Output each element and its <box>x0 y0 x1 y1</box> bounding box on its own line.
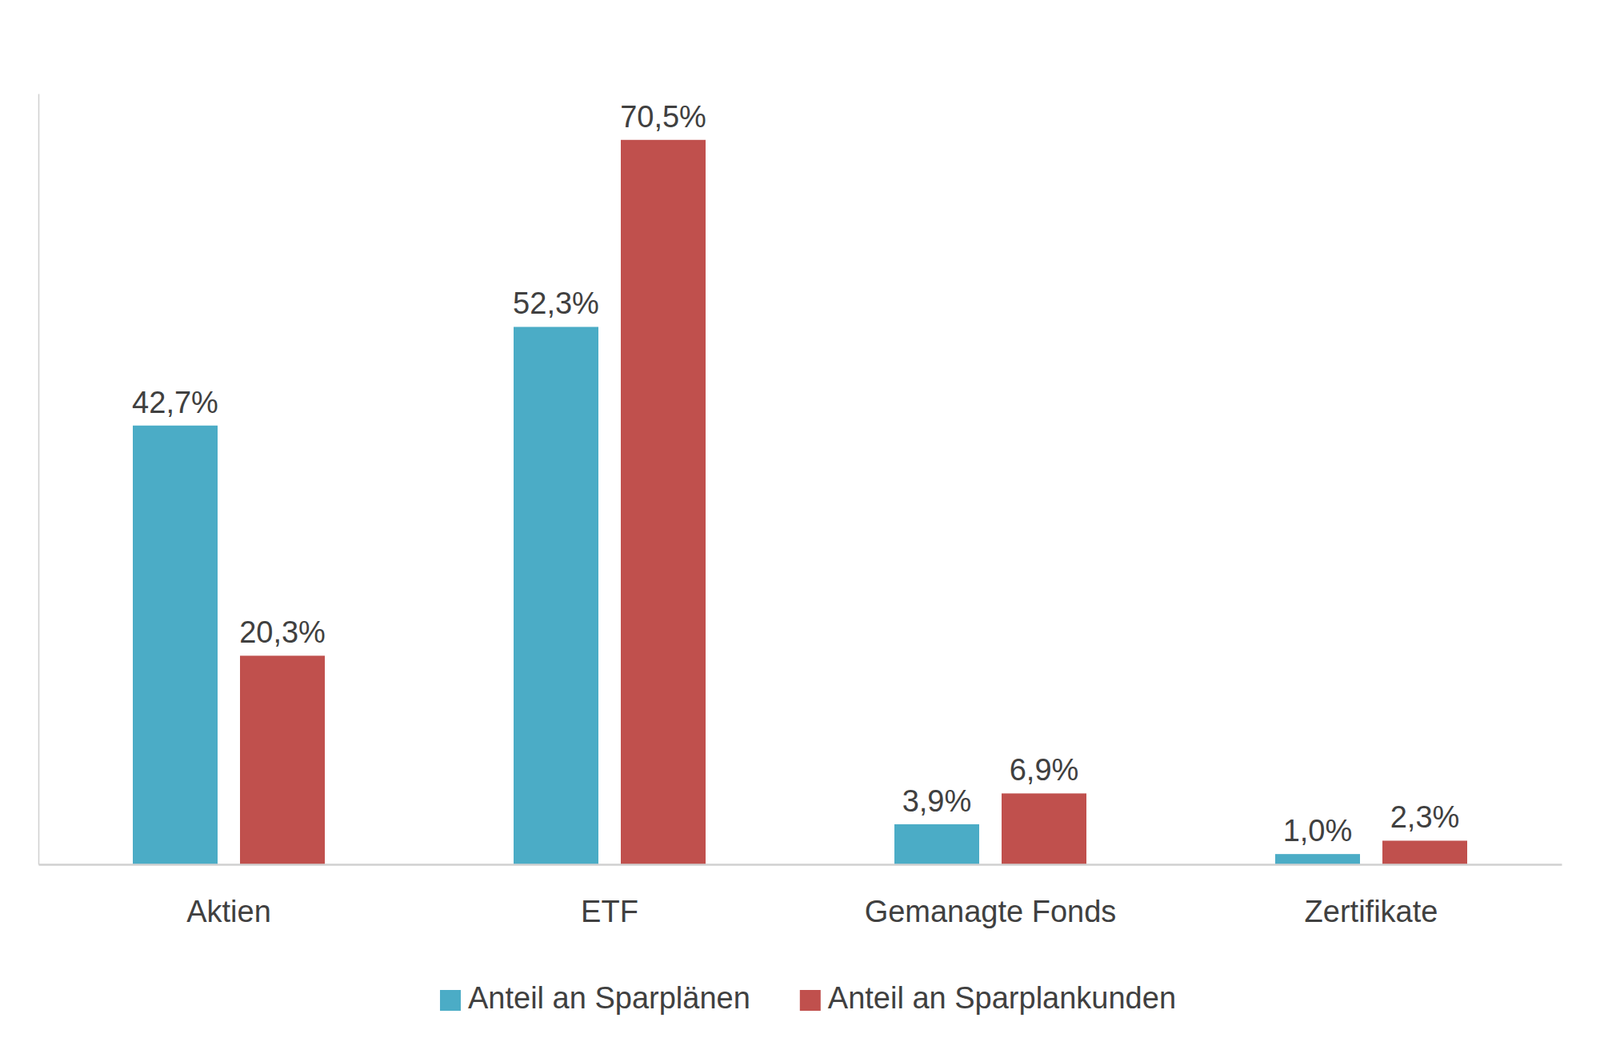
y-axis <box>38 94 40 865</box>
data-labels: 42,7% 52,3% 3,9% 1,0% 20,3% 70,5% 6,9% 2,3% <box>132 100 1460 848</box>
data-label: 6,9% <box>1009 752 1080 787</box>
data-label: 3,9% <box>902 784 972 818</box>
x-axis-line <box>39 863 1563 866</box>
x-tick-label: Gemanagte Fonds <box>864 894 1117 928</box>
x-tick-label: Zertifikate <box>1304 894 1439 928</box>
x-tick: Aktien <box>186 894 272 928</box>
x-tick: Gemanagte Fonds <box>864 894 1117 928</box>
bar <box>1001 792 1087 864</box>
legend-item: Anteil an Sparplänen <box>440 980 751 1015</box>
data-label: 70,5% <box>620 100 707 134</box>
data-label: 20,3% <box>239 615 326 649</box>
data-label: 42,7% <box>132 385 219 420</box>
legend-swatch <box>440 989 461 1011</box>
x-tick-label: Aktien <box>186 894 272 928</box>
bar <box>513 326 599 864</box>
legend-swatch <box>800 989 821 1011</box>
data-label: 2,3% <box>1390 800 1460 834</box>
bar <box>620 140 706 864</box>
x-tick: Zertifikate <box>1304 894 1439 928</box>
x-tick-label: ETF <box>580 894 639 928</box>
y-axis-line <box>38 94 40 865</box>
legend-label: Anteil an Sparplänen <box>468 980 751 1015</box>
legend-item: Anteil an Sparplankunden <box>800 980 1176 1015</box>
bar <box>240 655 325 864</box>
x-tick: ETF <box>580 894 639 928</box>
data-label: 52,3% <box>512 286 600 320</box>
bars <box>132 140 1468 864</box>
legend-label: Anteil an Sparplankunden <box>828 980 1176 1015</box>
bar <box>894 824 980 864</box>
x-axis: Aktien ETF Gemanagte Fonds Zertifikate <box>39 864 1563 929</box>
bar <box>1275 853 1360 864</box>
legend: Anteil an Sparplänen Anteil an Sparplanku… <box>440 980 1176 1015</box>
chart: 42,7% 52,3% 3,9% 1,0% 20,3% 70,5% 6,9% 2,3% Akti… <box>0 0 1600 1050</box>
plot: 42,7% 52,3% 3,9% 1,0% 20,3% 70,5% 6,9% 2,3% Akti… <box>39 94 1563 929</box>
bar <box>1382 840 1468 864</box>
bar <box>132 425 218 864</box>
data-label: 1,0% <box>1283 813 1353 848</box>
